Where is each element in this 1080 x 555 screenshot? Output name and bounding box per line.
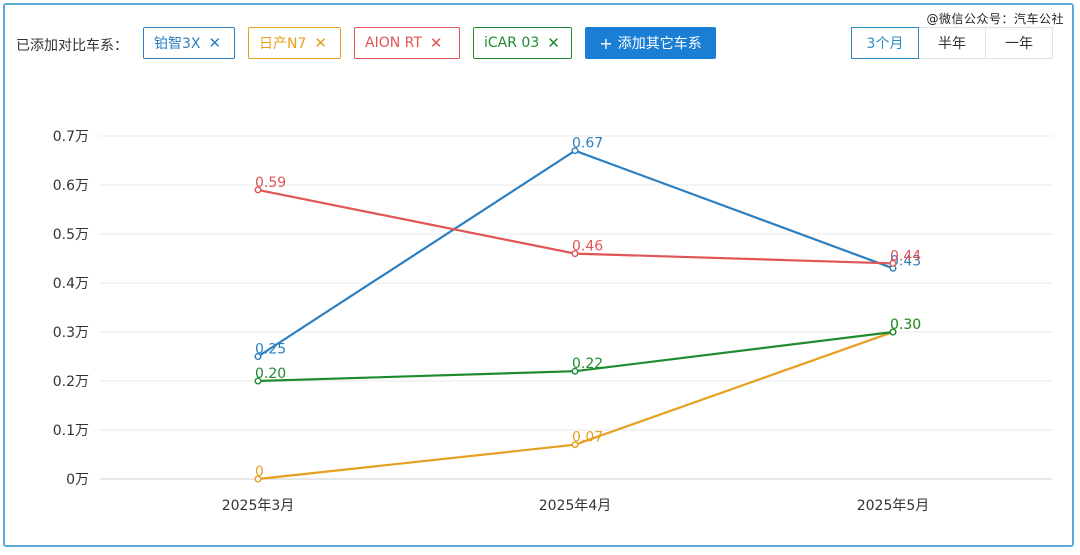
- data-point: [254, 353, 262, 361]
- x-tick-label: 2025年4月: [539, 498, 612, 514]
- chart-panel: [3, 3, 1074, 547]
- data-point: [571, 250, 579, 258]
- data-label: 0.07: [572, 430, 603, 446]
- data-label: 0.43: [890, 253, 921, 269]
- range-button-half-year[interactable]: 半年: [918, 27, 986, 59]
- data-point: [254, 475, 262, 483]
- range-button-3-months[interactable]: 3个月: [851, 27, 919, 59]
- series-tag-label: iCAR 03: [484, 35, 540, 51]
- range-button-one-year[interactable]: 一年: [985, 27, 1053, 59]
- data-label: 0.25: [255, 342, 286, 358]
- series-tag-label: 日产N7: [259, 36, 307, 52]
- y-tick-label: 0.4万: [53, 276, 89, 292]
- y-tick-label: 0.6万: [53, 178, 89, 194]
- watermark: @微信公众号：汽车公社: [926, 12, 1064, 26]
- data-label: 0.67: [572, 136, 603, 152]
- y-tick-label: 0.3万: [53, 325, 89, 341]
- data-point: [571, 147, 579, 155]
- remove-icon[interactable]: ✕: [429, 34, 443, 52]
- series-tag-label: AION RT: [365, 35, 422, 51]
- data-point: [571, 441, 579, 449]
- data-label: 0.46: [572, 239, 603, 255]
- remove-icon[interactable]: ✕: [547, 34, 560, 52]
- data-point: [889, 259, 897, 267]
- data-label: 0.44: [890, 248, 921, 264]
- remove-icon[interactable]: ✕: [208, 34, 222, 52]
- data-label: 0: [255, 464, 264, 480]
- data-point: [254, 186, 262, 194]
- y-tick-label: 0.1万: [53, 423, 89, 439]
- time-range-selector: 3个月 半年 一年: [851, 27, 1053, 59]
- series-line: [257, 330, 894, 481]
- x-tick-label: 2025年5月: [857, 498, 930, 514]
- plus-icon: +: [599, 33, 613, 53]
- data-point: [571, 367, 579, 375]
- data-label: 0.22: [572, 356, 603, 372]
- remove-icon[interactable]: ✕: [314, 34, 327, 52]
- data-label: 0.59: [255, 175, 286, 191]
- data-label: 0.30: [890, 317, 921, 333]
- series-tag-bozhi3x[interactable]: 铂智3X ✕: [143, 27, 235, 59]
- data-label: 0.30: [890, 317, 921, 333]
- data-point: [254, 377, 262, 385]
- y-tick-label: 0.2万: [53, 374, 89, 390]
- add-series-button[interactable]: + 添加其它车系: [585, 27, 716, 59]
- y-tick-label: 0.7万: [53, 129, 89, 145]
- add-series-label: 添加其它车系: [617, 36, 702, 52]
- series-tag-icar-03[interactable]: iCAR 03 ✕: [473, 27, 572, 59]
- data-point: [889, 328, 897, 336]
- y-tick-label: 0.5万: [53, 227, 89, 243]
- data-label: 0.20: [255, 366, 286, 382]
- x-tick-label: 2025年3月: [222, 498, 295, 514]
- series-tag-label: 铂智3X: [154, 36, 201, 52]
- series-tag-aion-rt[interactable]: AION RT ✕: [354, 27, 460, 59]
- compare-label: 已添加对比车系：: [16, 38, 128, 54]
- y-tick-label: 0万: [66, 472, 89, 488]
- series-tag-nissan-n7[interactable]: 日产N7 ✕: [248, 27, 341, 59]
